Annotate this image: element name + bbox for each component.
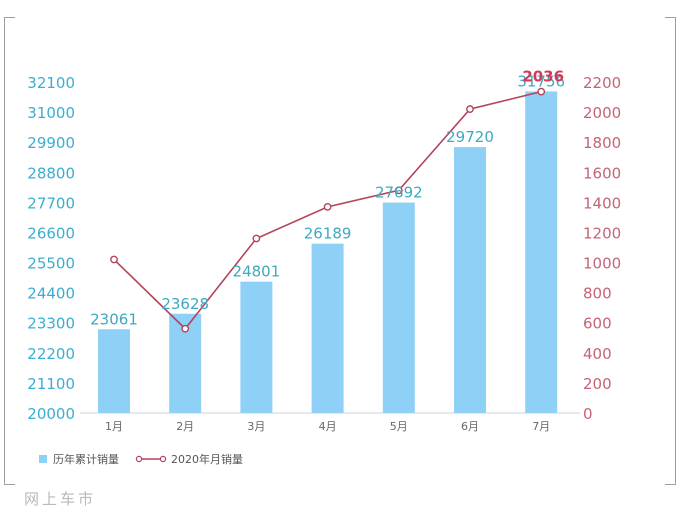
bar-series: [98, 91, 558, 414]
bar-data-label: 29720: [446, 128, 494, 146]
bar-data-label: 23061: [90, 310, 138, 328]
bar: [454, 147, 486, 414]
x-tick-label: 3月: [247, 420, 265, 433]
bar: [382, 202, 415, 413]
y-left-tick-label: 22200: [27, 345, 75, 363]
line-series: [110, 87, 546, 333]
y-left-tick-label: 26600: [27, 224, 75, 242]
legend-marker-line: [135, 455, 143, 463]
frame-bracket-left: [4, 17, 15, 485]
legend: 历年累计销量 2020年月销量: [39, 452, 243, 466]
line-point: [466, 105, 474, 113]
y-right-tick-label: 1400: [583, 194, 621, 212]
y-right-tick-label: 800: [583, 285, 612, 303]
x-tick-label: 1月: [105, 420, 123, 433]
y-right-tick-label: 1600: [583, 164, 621, 182]
bar: [311, 243, 344, 413]
y-left-tick-label: 32100: [27, 74, 75, 92]
bar-data-label: 31756: [517, 72, 565, 90]
legend-label-line: 2020年月销量: [171, 452, 243, 466]
line-point: [181, 324, 190, 333]
y-right-tick-label: 1000: [583, 255, 621, 273]
watermark: 网上车市: [24, 490, 97, 508]
y-left-tick-label: 27700: [27, 194, 75, 212]
y-right-tick-label: 2000: [583, 104, 621, 122]
y-left-tick-label: 31000: [27, 104, 75, 122]
y-left-tick-label: 21100: [27, 375, 75, 393]
y-right-tick-label: 400: [583, 345, 612, 363]
y-right-tick-label: 2200: [583, 74, 621, 92]
y-right-tick-label: 0: [583, 405, 593, 423]
y-left-tick-label: 29900: [27, 134, 75, 152]
y-right-tick-label: 200: [583, 375, 612, 393]
y-right-tick-label: 600: [583, 315, 612, 333]
y-left-tick-label: 24400: [27, 285, 75, 303]
line-point: [537, 87, 546, 96]
axes: 2000021100222002330024400255002660027700…: [27, 74, 621, 433]
legend-swatch-bar: [39, 455, 47, 463]
bar-data-label: 23628: [161, 295, 209, 313]
frame-bracket-right: [665, 17, 676, 485]
x-tick-label: 4月: [319, 420, 337, 433]
y-left-tick-label: 28800: [27, 164, 75, 182]
bar-data-label: 27692: [375, 184, 423, 202]
x-tick-label: 2月: [176, 420, 194, 433]
bar-data-label: 26189: [304, 225, 352, 243]
y-left-tick-label: 23300: [27, 315, 75, 333]
y-left-tick-label: 20000: [27, 405, 75, 423]
bar: [525, 91, 558, 413]
line-point: [252, 234, 261, 243]
line-point: [394, 186, 403, 195]
legend-marker-line: [159, 455, 167, 463]
x-tick-label: 6月: [461, 420, 479, 433]
bar: [98, 329, 130, 413]
y-left-tick-label: 25500: [27, 255, 75, 273]
x-tick-label: 7月: [532, 420, 550, 433]
bar: [240, 281, 273, 413]
line-point: [323, 202, 332, 211]
legend-label-bar: 历年累计销量: [53, 452, 119, 466]
y-right-tick-label: 1800: [583, 134, 621, 152]
bar-data-label: 24801: [233, 263, 281, 281]
x-tick-label: 5月: [390, 420, 408, 433]
line-point: [110, 255, 118, 264]
y-right-tick-label: 1200: [583, 224, 621, 242]
highlight-data-label: 2036: [522, 68, 564, 86]
